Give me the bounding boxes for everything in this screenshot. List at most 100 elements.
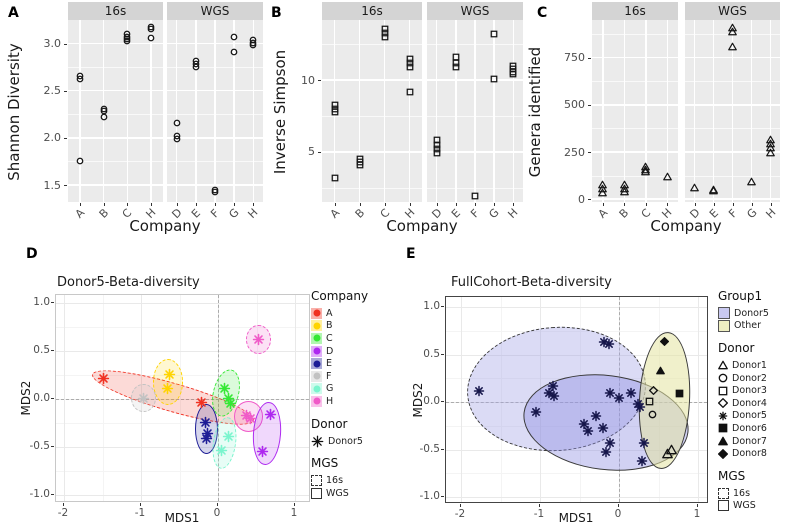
gridline-major: [56, 303, 309, 304]
x-tick-mark: [215, 203, 216, 206]
data-point-C: [728, 23, 737, 32]
legend-key-asterisk: [311, 435, 324, 448]
x-tick-mark: [732, 203, 734, 206]
data-point-A: [76, 72, 84, 80]
donor5-sample-H: [252, 333, 265, 346]
x-tick-label: A: [72, 206, 88, 221]
x-tick-label: G: [486, 205, 502, 222]
gridline-major: [68, 89, 163, 92]
x-tick-mark: [436, 203, 438, 206]
gridline-minor: [446, 473, 707, 475]
gridline-vertical: [712, 20, 715, 202]
donor5-sample-C: [224, 397, 237, 410]
y-axis-title-genera: Genera identified: [526, 46, 544, 178]
x-tick-mark: [513, 203, 515, 206]
y-tick-mark: [588, 152, 591, 154]
donor5-sample: [634, 401, 646, 413]
donor5-sample-F: [137, 392, 150, 405]
x-tick-mark: [103, 203, 105, 206]
y-tick-label: 1.5: [43, 178, 62, 192]
x-tick-label: H: [762, 205, 779, 222]
data-point-A: [173, 132, 181, 140]
x-axis-title-company-c: Company: [650, 217, 722, 235]
legend-item: 16s: [311, 474, 360, 487]
donor5-sample: [590, 410, 602, 422]
gridline-major: [56, 495, 309, 496]
data-point-A: [249, 36, 257, 44]
donor5-sample: [625, 387, 637, 399]
legend-item-label: Donor3: [732, 385, 767, 397]
gridline-vertical: [150, 20, 152, 202]
gridline-minor: [56, 327, 309, 328]
gridline-major: [56, 447, 309, 448]
legend-item-label: C: [326, 332, 333, 344]
sample-Donor3: [645, 397, 654, 406]
y-tick-mark: [588, 104, 591, 106]
y-tick-mark: [318, 151, 321, 153]
data-point-B: [452, 59, 460, 67]
facet-panel: [167, 20, 263, 202]
sample-Donor7: [655, 366, 665, 375]
donor5-sample: [530, 406, 542, 418]
gridline-vertical: [233, 20, 235, 202]
legend-key-company: [311, 345, 322, 357]
data-point-A: [192, 60, 200, 68]
y-tick-label: -0.5: [29, 440, 51, 452]
facet-panel: [427, 20, 523, 202]
donor5-sample: [603, 338, 615, 350]
x-axis-title-company-b: Company: [386, 217, 458, 235]
y-tick-label: 0: [578, 192, 585, 206]
facet-panel: [592, 20, 678, 202]
data-point-B: [433, 136, 441, 144]
gridline-major: [446, 354, 707, 356]
legend-item: D: [311, 345, 360, 358]
data-point-C: [662, 172, 672, 181]
facet-strip-label: 16s: [322, 2, 422, 20]
gridline-major: [592, 151, 678, 153]
x-tick-mark: [176, 203, 178, 206]
data-point-B: [406, 59, 414, 67]
plot-title-donor5: Donor5-Beta-diversity: [57, 275, 200, 290]
legend-key-square-open: [718, 386, 728, 396]
donor5-sample: [597, 422, 609, 434]
legend-item: Donor5: [311, 435, 363, 448]
gridline-minor: [500, 297, 502, 502]
legend-key-group-box: [718, 307, 730, 320]
gridline-vertical: [358, 20, 361, 202]
y-axis-title-shannon: Shannon Diversity: [5, 43, 23, 181]
legend-item: Donor3: [718, 384, 800, 397]
data-point-B: [356, 161, 364, 169]
x-tick-mark: [79, 203, 81, 206]
x-tick-mark: [694, 203, 696, 206]
data-point-C: [641, 165, 651, 174]
legend-item-label: A: [326, 307, 333, 319]
x-tick-mark: [253, 203, 255, 206]
legend-donor5-plot: Company A B C D E F G H Donor Donor5 MGS 16s WGS: [311, 280, 368, 500]
legend-key-mgs-dashed-box: [718, 487, 729, 499]
data-point-B: [331, 101, 339, 109]
y-tick-mark: [441, 401, 444, 402]
legend-section-title: Donor: [311, 416, 348, 431]
data-point-B: [490, 75, 498, 83]
donor5-sample: [582, 425, 594, 437]
gridline-vertical: [645, 20, 647, 202]
gridline-minor: [68, 67, 163, 69]
y-tick-label: 2.5: [43, 84, 62, 98]
legend-item: H: [311, 395, 360, 408]
legend-item-label: 16s: [326, 475, 344, 487]
company-ellipse-B: [152, 358, 184, 405]
gridline-major: [68, 42, 163, 45]
x-tick-mark: [494, 203, 496, 206]
gridline-major: [68, 137, 163, 139]
donor5-sample-B: [161, 382, 174, 395]
y-tick-mark: [441, 448, 444, 450]
x-tick-label: -2: [57, 507, 69, 519]
legend-key-company: [311, 358, 322, 370]
x-tick-mark: [234, 203, 236, 206]
data-point-C: [619, 187, 629, 196]
data-point-B: [509, 70, 517, 78]
donor5-sample: [638, 437, 650, 449]
gridline-vertical: [769, 20, 772, 202]
x-tick-mark: [455, 203, 457, 206]
legend-item: C: [311, 332, 360, 345]
